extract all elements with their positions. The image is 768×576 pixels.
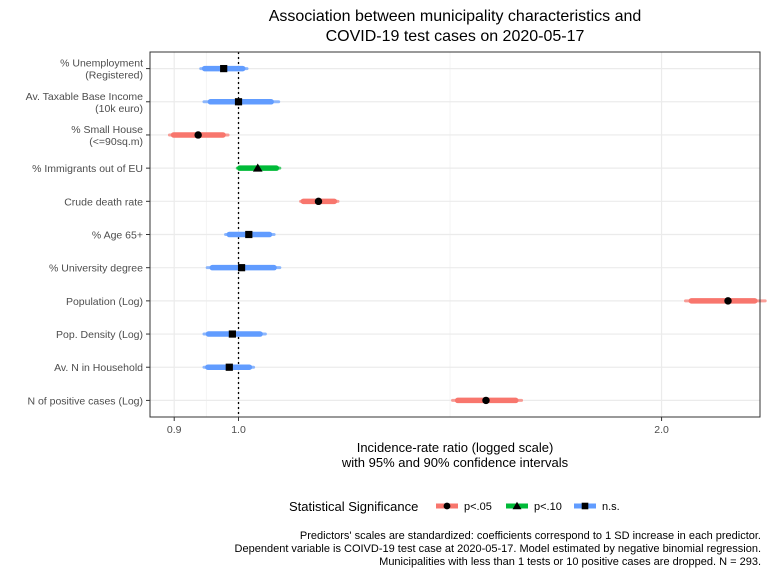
caption-text: Predictors' scales are standardized: coe… (235, 530, 761, 568)
y-tick-label: Av. Taxable Base Income (10k euro) (26, 91, 143, 115)
point-estimate (482, 396, 490, 405)
legend-key-marker (443, 502, 451, 510)
y-tick-label: N of positive cases (Log) (27, 395, 143, 407)
point-estimate (252, 163, 263, 172)
chart-title: Association between municipality charact… (269, 8, 642, 45)
legend-title: Statistical Significance (289, 499, 418, 514)
point-estimate (220, 64, 228, 73)
legend-label: p<.10 (534, 501, 562, 513)
x-tick-label: 1.0 (231, 424, 246, 436)
point-estimate (724, 297, 732, 305)
x-tick-label: 0.9 (167, 424, 182, 436)
legend-key-marker (581, 502, 589, 510)
x-axis-label-text: Incidence-rate ratio (logged scale) with … (341, 440, 569, 470)
point-estimate (237, 264, 246, 272)
axes: 0.9 1.0 2.0 % Unemployment (Registered) Av. T… (26, 51, 761, 436)
point-estimate (245, 230, 253, 239)
point-estimate (234, 98, 243, 106)
legend-label: n.s. (602, 501, 620, 513)
legend-label: p<.05 (464, 501, 492, 513)
x-tick-label: 2.0 (654, 424, 669, 436)
x-axis-label: Incidence-rate ratio (logged scale) with … (341, 440, 569, 470)
chart-title-text: Association between municipality charact… (269, 8, 642, 45)
legend: Statistical Significance p<.05 p<.10 n.s. (289, 499, 620, 514)
point-estimate (228, 330, 236, 338)
y-tick-label: Pop. Density (Log) (56, 329, 143, 341)
point-estimate (225, 363, 233, 371)
point-estimate (314, 197, 323, 206)
data-marks (167, 64, 767, 405)
y-tick-label: % University degree (49, 263, 143, 275)
y-tick-label: Crude death rate (64, 196, 143, 208)
point-estimate (194, 131, 202, 139)
y-tick-label: % Immigrants out of EU (32, 163, 143, 175)
y-tick-label: % Unemployment (Registered) (60, 58, 143, 82)
y-tick-label: Av. N in Household (54, 362, 143, 374)
y-tick-label: % Small House (<=90sq.m) (71, 124, 143, 148)
y-tick-label: % Age 65+ (92, 230, 143, 242)
legend-key-marker (512, 501, 522, 510)
caption: Predictors' scales are standardized: coe… (235, 530, 761, 568)
y-tick-label: Population (Log) (66, 296, 143, 308)
